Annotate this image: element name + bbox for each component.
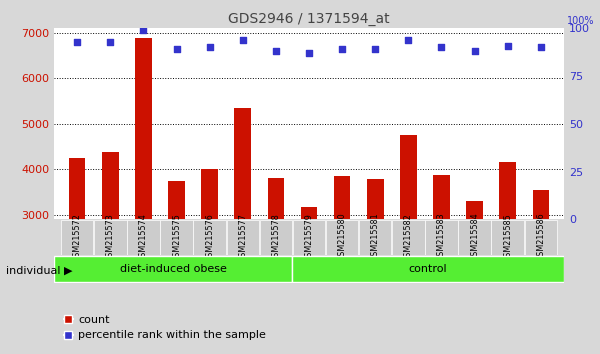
Point (370, 46, 380, 52)
FancyBboxPatch shape (54, 256, 292, 282)
FancyBboxPatch shape (193, 220, 226, 255)
Bar (69, 158, 85, 219)
Bar (301, 207, 317, 219)
Point (139, 27, 148, 33)
Bar (499, 162, 516, 219)
Bar (466, 201, 483, 219)
Text: GSM215574: GSM215574 (139, 213, 148, 262)
Text: GSM215572: GSM215572 (73, 213, 82, 262)
Text: GSM215585: GSM215585 (503, 213, 512, 262)
FancyBboxPatch shape (392, 220, 425, 255)
Point (337, 46, 347, 52)
Point (536, 45, 545, 50)
Text: GSM215579: GSM215579 (305, 213, 314, 262)
FancyBboxPatch shape (293, 220, 325, 255)
FancyBboxPatch shape (458, 220, 491, 255)
Text: GSM215581: GSM215581 (371, 213, 380, 262)
Bar (268, 178, 284, 219)
Text: GSM215575: GSM215575 (172, 213, 181, 262)
FancyBboxPatch shape (359, 220, 391, 255)
Bar (102, 152, 119, 219)
Text: GSM215584: GSM215584 (470, 213, 479, 262)
Point (271, 48, 281, 54)
Point (304, 50, 314, 56)
Text: control: control (409, 264, 448, 274)
Bar (533, 190, 549, 219)
Bar (400, 135, 416, 219)
Bar (235, 108, 251, 219)
FancyBboxPatch shape (160, 220, 193, 255)
FancyBboxPatch shape (94, 220, 127, 255)
Point (503, 43, 512, 48)
Text: GSM215577: GSM215577 (238, 213, 247, 262)
Text: 100%: 100% (566, 16, 594, 27)
FancyBboxPatch shape (292, 256, 564, 282)
Bar (367, 179, 383, 219)
Point (106, 39, 115, 45)
Text: GSM215576: GSM215576 (205, 213, 214, 262)
Bar (168, 181, 185, 219)
Title: GDS2946 / 1371594_at: GDS2946 / 1371594_at (228, 12, 390, 26)
Point (238, 37, 248, 42)
Text: GSM215578: GSM215578 (271, 213, 280, 262)
Text: GSM215586: GSM215586 (536, 213, 545, 262)
Point (437, 45, 446, 50)
Point (470, 48, 479, 54)
FancyBboxPatch shape (425, 220, 458, 255)
Text: GSM215573: GSM215573 (106, 213, 115, 262)
Legend: count, percentile rank within the sample: count, percentile rank within the sample (59, 310, 271, 345)
Text: diet-induced obese: diet-induced obese (119, 264, 226, 274)
Bar (433, 175, 450, 219)
Text: individual ▶: individual ▶ (6, 266, 73, 276)
FancyBboxPatch shape (227, 220, 259, 255)
Bar (334, 176, 350, 219)
Point (404, 37, 413, 42)
Point (73, 39, 82, 45)
FancyBboxPatch shape (127, 220, 160, 255)
FancyBboxPatch shape (491, 220, 524, 255)
Point (205, 45, 214, 50)
Point (172, 46, 181, 52)
Text: GSM215583: GSM215583 (437, 213, 446, 262)
FancyBboxPatch shape (260, 220, 292, 255)
Text: GSM215582: GSM215582 (404, 213, 413, 262)
FancyBboxPatch shape (61, 220, 94, 255)
Text: GSM215580: GSM215580 (338, 213, 347, 262)
FancyBboxPatch shape (326, 220, 358, 255)
FancyBboxPatch shape (524, 220, 557, 255)
Bar (202, 169, 218, 219)
Bar (135, 38, 152, 219)
